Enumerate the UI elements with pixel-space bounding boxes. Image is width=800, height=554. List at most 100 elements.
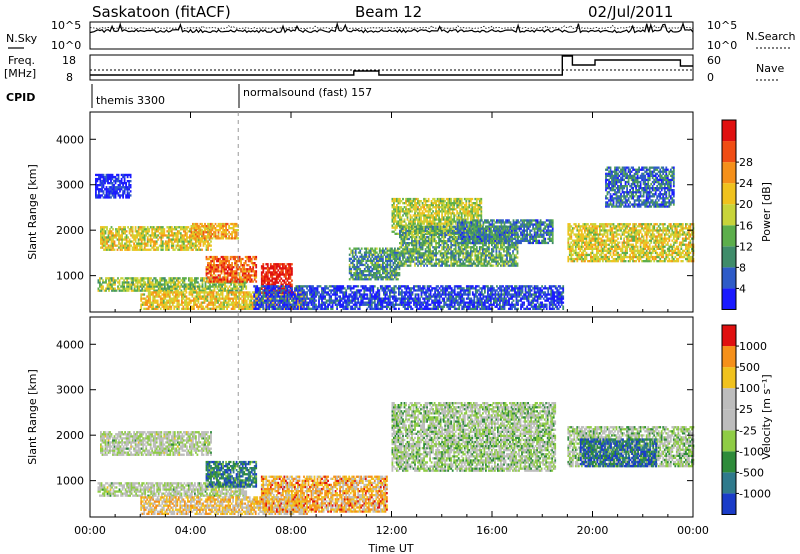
data-cell bbox=[239, 307, 242, 310]
data-cell bbox=[429, 289, 432, 292]
data-cell bbox=[337, 295, 340, 298]
data-cell bbox=[414, 303, 417, 306]
data-cell bbox=[177, 295, 180, 298]
data-cell bbox=[482, 303, 485, 306]
data-cell bbox=[365, 278, 368, 281]
data-cell bbox=[434, 299, 436, 302]
data-cell bbox=[198, 242, 200, 245]
data-cell bbox=[303, 289, 305, 292]
data-cell bbox=[360, 261, 363, 265]
data-cell bbox=[487, 285, 489, 288]
data-cell bbox=[529, 289, 531, 292]
data-cell bbox=[420, 291, 423, 294]
data-cell bbox=[190, 229, 193, 232]
data-cell bbox=[205, 268, 208, 271]
data-cell bbox=[216, 257, 218, 261]
data-cell bbox=[467, 301, 470, 304]
data-cell bbox=[432, 287, 435, 290]
data-cell bbox=[241, 307, 244, 310]
data-cell bbox=[274, 285, 277, 288]
data-cell bbox=[476, 295, 479, 298]
data-cell bbox=[101, 240, 104, 243]
data-cell bbox=[172, 279, 175, 282]
data-cell bbox=[179, 244, 182, 247]
data-cell bbox=[285, 285, 287, 288]
data-cell bbox=[265, 267, 268, 270]
data-cell bbox=[278, 301, 281, 304]
data-cell bbox=[282, 285, 284, 288]
data-cell bbox=[194, 303, 197, 306]
data-cell bbox=[538, 307, 540, 310]
data-cell bbox=[139, 281, 142, 284]
data-cell bbox=[225, 280, 227, 283]
data-cell bbox=[256, 291, 259, 294]
data-cell bbox=[529, 293, 531, 296]
data-cell bbox=[113, 244, 116, 247]
data-cell bbox=[238, 295, 240, 298]
data-cell bbox=[432, 307, 435, 310]
data-cell bbox=[214, 235, 217, 238]
data-cell bbox=[253, 276, 256, 279]
data-cell bbox=[211, 237, 214, 240]
data-cell bbox=[147, 293, 150, 296]
data-cell bbox=[238, 291, 240, 294]
data-cell bbox=[239, 303, 242, 306]
data-cell bbox=[291, 295, 293, 298]
data-cell bbox=[164, 240, 167, 243]
data-cell bbox=[357, 247, 360, 250]
data-cell bbox=[360, 274, 363, 277]
data-cell bbox=[134, 226, 137, 229]
data-cell bbox=[286, 297, 289, 300]
data-cell bbox=[282, 269, 284, 272]
data-cell bbox=[140, 248, 143, 251]
data-cell bbox=[235, 225, 238, 228]
data-cell bbox=[141, 301, 144, 304]
data-cell bbox=[443, 305, 446, 308]
data-cell bbox=[114, 188, 117, 191]
data-cell bbox=[148, 283, 151, 286]
data-cell bbox=[121, 285, 124, 288]
data-cell bbox=[232, 305, 234, 308]
data-cell bbox=[453, 289, 456, 292]
data-cell bbox=[201, 225, 203, 228]
data-cell bbox=[202, 305, 204, 308]
data-cell bbox=[371, 270, 374, 273]
data-cell bbox=[503, 297, 506, 300]
data-cell bbox=[119, 188, 121, 191]
data-cell bbox=[435, 289, 438, 292]
data-cell bbox=[368, 276, 371, 279]
data-cell bbox=[263, 289, 266, 292]
data-cell bbox=[216, 287, 219, 290]
data-cell bbox=[218, 307, 221, 310]
data-cell bbox=[241, 278, 244, 281]
data-cell bbox=[201, 222, 203, 226]
data-cell bbox=[231, 266, 233, 269]
data-cell bbox=[300, 305, 302, 308]
data-cell bbox=[410, 301, 412, 304]
data-cell bbox=[181, 238, 184, 241]
data-cell bbox=[98, 175, 100, 179]
data-cell bbox=[111, 194, 114, 197]
data-cell bbox=[161, 244, 164, 247]
data-cell bbox=[215, 301, 218, 304]
data-cell bbox=[559, 293, 562, 296]
data-cell bbox=[518, 291, 521, 294]
data-cell bbox=[482, 293, 485, 296]
data-cell bbox=[179, 293, 182, 296]
data-cell bbox=[170, 234, 173, 237]
data-cell bbox=[376, 287, 379, 290]
data-cell bbox=[107, 232, 110, 235]
data-cell bbox=[200, 297, 203, 300]
data-cell bbox=[280, 299, 283, 302]
data-cell bbox=[219, 287, 222, 290]
data-cell bbox=[375, 263, 378, 267]
data-cell bbox=[238, 255, 241, 259]
data-cell bbox=[208, 266, 211, 269]
data-cell bbox=[295, 287, 298, 290]
data-cell bbox=[414, 285, 417, 288]
data-cell bbox=[470, 301, 473, 304]
data-cell bbox=[121, 248, 123, 251]
data-cell bbox=[362, 278, 365, 281]
data-cell bbox=[225, 289, 228, 292]
data-cell bbox=[360, 278, 363, 281]
